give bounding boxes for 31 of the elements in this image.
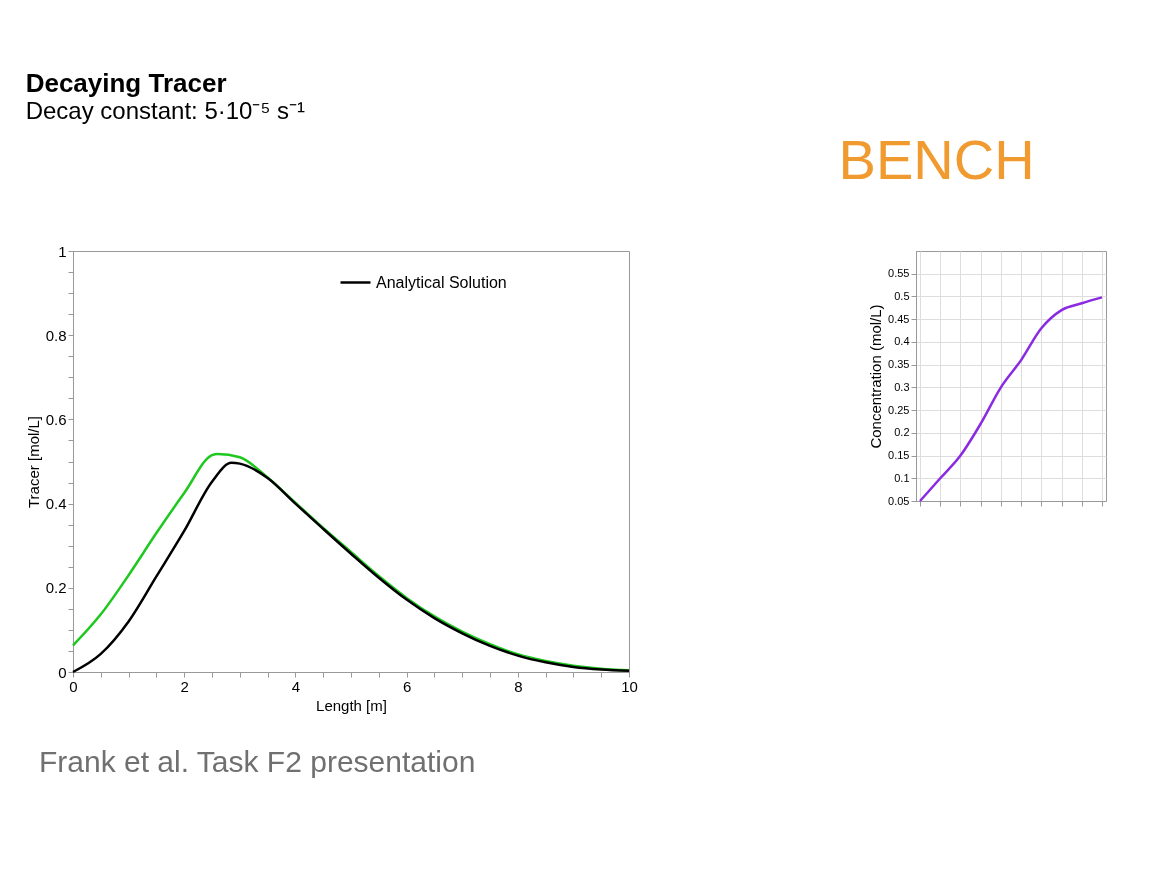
x-tick-label: 6 bbox=[402, 677, 412, 695]
y-tick-label: 0.2 bbox=[45, 579, 67, 597]
y-tick-label: 0.55 bbox=[888, 267, 910, 280]
y-tick-label: 0.2 bbox=[894, 426, 910, 439]
y-axis-title: Tracer [mol/L] bbox=[24, 416, 42, 508]
y-tick-label: 0.35 bbox=[888, 358, 910, 371]
chart-subtitle: Decay constant: 5·10⁻⁵ s⁻¹ bbox=[25, 96, 306, 124]
y-tick-label: 0.15 bbox=[888, 449, 910, 462]
y-axis-title: Concentration (mol/L) bbox=[867, 304, 885, 449]
y-tick-label: 0.4 bbox=[894, 335, 910, 348]
y-tick-label: 0.4 bbox=[45, 495, 67, 513]
text: Frank et al. Task F2 presentation bbox=[39, 745, 476, 778]
x-tick-label: 4 bbox=[291, 677, 301, 695]
x-tick-label: 2 bbox=[180, 677, 189, 695]
y-tick-label: 0.1 bbox=[894, 471, 910, 484]
y-tick-label: 0.25 bbox=[888, 403, 910, 416]
y-tick-label: 0.8 bbox=[45, 326, 67, 344]
x-tick-label: 8 bbox=[514, 677, 523, 695]
x-axis-title: Length [m] bbox=[316, 696, 387, 714]
y-tick-label: 0.05 bbox=[888, 494, 910, 507]
chart-title: Decaying Tracer bbox=[25, 67, 227, 98]
y-tick-label: 0.6 bbox=[45, 410, 67, 428]
x-tick-label: 10 bbox=[621, 677, 638, 695]
x-tick-label: 0 bbox=[69, 677, 78, 695]
chart-title: BENCH bbox=[838, 128, 1035, 191]
y-tick-label: 0.5 bbox=[894, 289, 910, 302]
y-tick-label: 1 bbox=[58, 242, 67, 260]
legend-label: Analytical Solution bbox=[376, 273, 507, 291]
y-tick-label: 0 bbox=[58, 663, 67, 681]
y-tick-label: 0.3 bbox=[894, 380, 910, 393]
y-tick-label: 0.45 bbox=[888, 312, 910, 325]
